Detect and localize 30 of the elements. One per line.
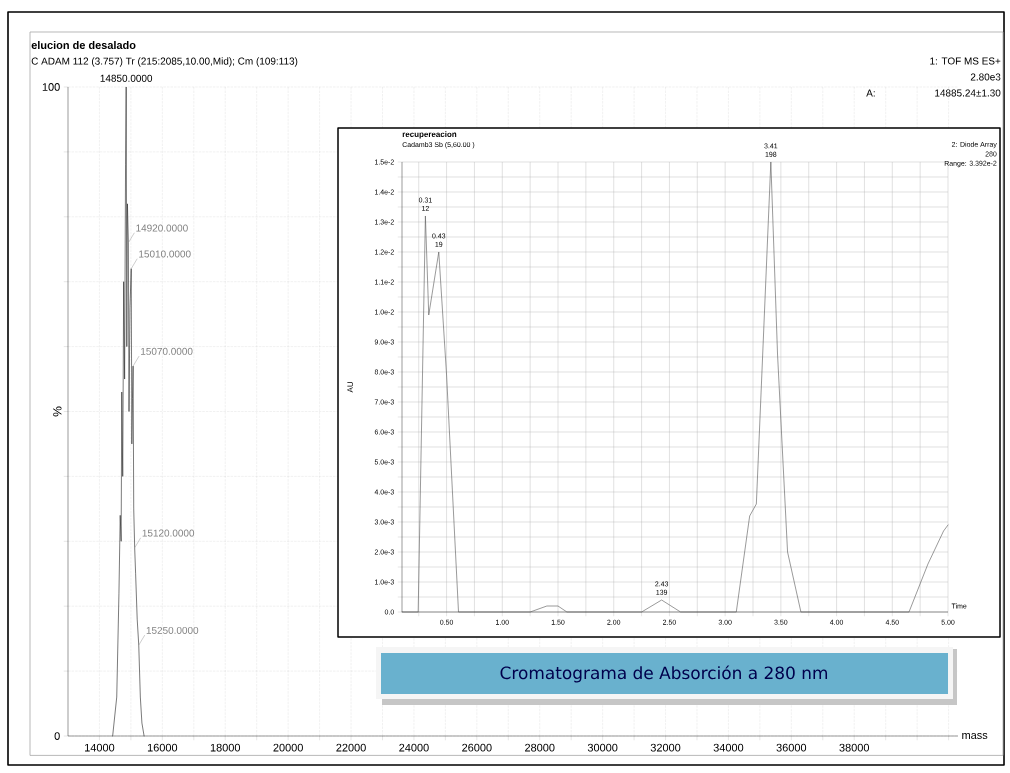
x-tick-label: 32000	[650, 743, 681, 752]
text: 2.80e3	[970, 73, 1001, 81]
x-tick-label: 20000	[273, 743, 303, 752]
annotation: 14850.0000	[100, 74, 153, 82]
chart-title: elucion de desalado	[31, 40, 136, 50]
x-tick-label: 38000	[839, 743, 870, 752]
annotation: 15120.0000	[142, 529, 195, 537]
x-tick-label: 16000	[147, 743, 178, 752]
annotation: 14920.0000	[136, 224, 188, 232]
y-tick-label: 0	[54, 732, 60, 740]
x-axis-title: mass	[962, 733, 988, 739]
annotation: 14885.24±1.30	[935, 89, 1001, 97]
text: 1: TOF MS ES+	[930, 57, 1001, 65]
annotation: 15250.0000	[146, 626, 199, 634]
annotation: A:	[866, 89, 875, 97]
y-axis-title: %	[53, 406, 62, 417]
x-tick-label: 34000	[713, 743, 744, 752]
x-tick-label: 14000	[85, 743, 115, 752]
x-tick-label: 28000	[525, 743, 555, 752]
x-tick-label: 36000	[776, 743, 807, 752]
x-tick-label: 18000	[210, 743, 241, 752]
chart-subtitle: C ADAM 112 (3.757) Tr (215:2085,10.00,Mid); Cm (109:113)	[31, 57, 298, 67]
x-tick-label: 24000	[399, 743, 429, 752]
x-tick-label: 22000	[336, 743, 366, 752]
annotation: 15010.0000	[139, 250, 191, 258]
annotation: Cromatograma de Absorción a 280 nm	[500, 665, 828, 683]
annotation: 15070.0000	[141, 347, 193, 355]
x-tick-label: 26000	[462, 743, 492, 752]
x-tick-label: 30000	[587, 743, 618, 752]
y-tick-label: 100	[42, 83, 60, 91]
